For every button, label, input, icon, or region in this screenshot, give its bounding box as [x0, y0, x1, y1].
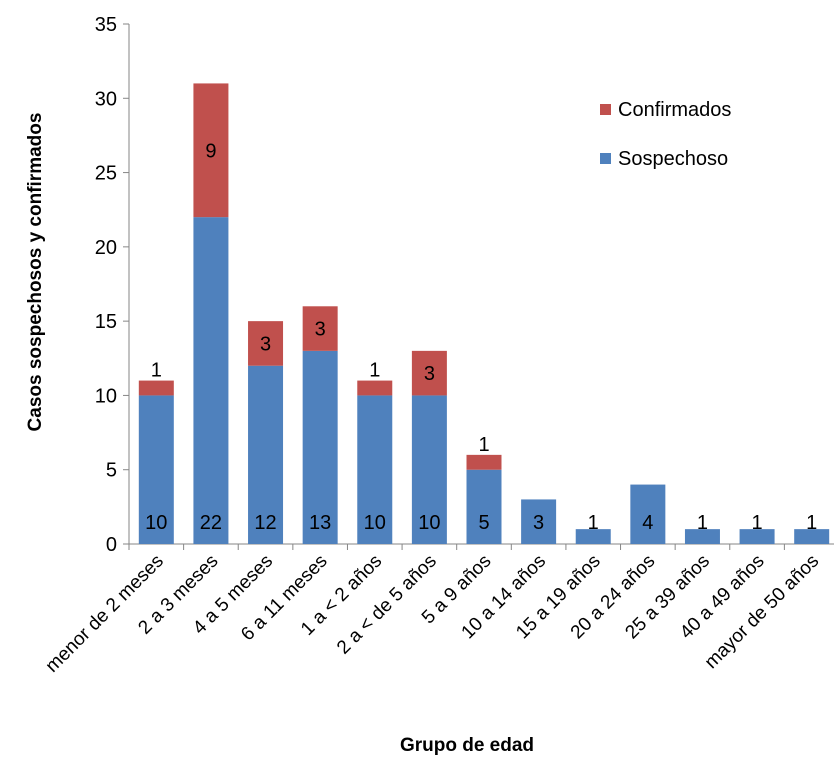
y-tick-label: 35	[95, 14, 117, 36]
y-tick-label: 20	[95, 237, 117, 259]
bar-sospechoso	[739, 529, 775, 544]
data-label-sospechoso: 1	[697, 512, 708, 534]
legend-swatch-sospechoso	[600, 153, 611, 164]
data-label-confirmados: 3	[424, 363, 435, 385]
data-label-sospechoso: 13	[309, 512, 331, 534]
legend-swatch-confirmados	[600, 104, 611, 115]
y-tick-label: 0	[106, 534, 117, 556]
data-label-sospechoso: 22	[200, 512, 222, 534]
data-label-confirmados: 9	[205, 140, 216, 162]
legend-label-sospechoso: Sospechoso	[618, 148, 728, 170]
y-axis-title: Casos sospechosos y confirmados	[25, 113, 46, 432]
bars	[138, 83, 830, 544]
data-label-sospechoso: 4	[642, 512, 653, 534]
bar-sospechoso	[411, 395, 447, 544]
bar-confirmados	[248, 321, 284, 366]
data-label-sospechoso: 10	[364, 512, 386, 534]
legend: Confirmados Sospechoso	[600, 99, 731, 170]
data-label-confirmados: 3	[315, 319, 326, 341]
category-label: 2 a < de 5 años	[333, 551, 441, 659]
y-tick-label: 25	[95, 163, 117, 185]
bar-confirmados	[193, 83, 229, 218]
bar-sospechoso	[302, 350, 338, 544]
y-tick-label: 15	[95, 311, 117, 333]
bar-sospechoso	[466, 469, 502, 544]
y-tick-label: 5	[106, 460, 117, 482]
bar-sospechoso	[248, 365, 284, 544]
data-label-sospechoso: 1	[806, 512, 817, 534]
y-tick-label: 10	[95, 385, 117, 407]
bar-confirmados	[357, 380, 393, 396]
data-label-sospechoso: 12	[254, 512, 276, 534]
bar-sospechoso	[684, 529, 720, 544]
data-label-sospechoso: 10	[418, 512, 440, 534]
data-label-confirmados: 1	[478, 434, 489, 456]
data-label-sospechoso: 1	[752, 512, 763, 534]
bar-sospechoso	[575, 529, 611, 544]
bar-confirmados	[411, 350, 447, 396]
bar-sospechoso	[630, 484, 666, 544]
bar-sospechoso	[794, 529, 830, 544]
bar-sospechoso	[193, 217, 229, 544]
data-label-sospechoso: 3	[533, 512, 544, 534]
data-label-sospechoso: 5	[478, 512, 489, 534]
data-label-sospechoso: 10	[145, 512, 167, 534]
bar-sospechoso	[357, 395, 393, 544]
data-label-confirmados: 1	[151, 360, 162, 382]
legend-label-confirmados: Confirmados	[618, 99, 731, 121]
bar-confirmados	[302, 306, 338, 351]
bar-confirmados	[138, 380, 174, 396]
data-label-confirmados: 3	[260, 333, 271, 355]
y-tick-label: 30	[95, 88, 117, 110]
data-label-sospechoso: 1	[588, 512, 599, 534]
bar-sospechoso	[138, 395, 174, 544]
bar-confirmados	[466, 454, 502, 470]
bar-sospechoso	[521, 499, 557, 544]
x-axis-title: Grupo de edad	[400, 735, 534, 756]
data-label-confirmados: 1	[369, 360, 380, 382]
